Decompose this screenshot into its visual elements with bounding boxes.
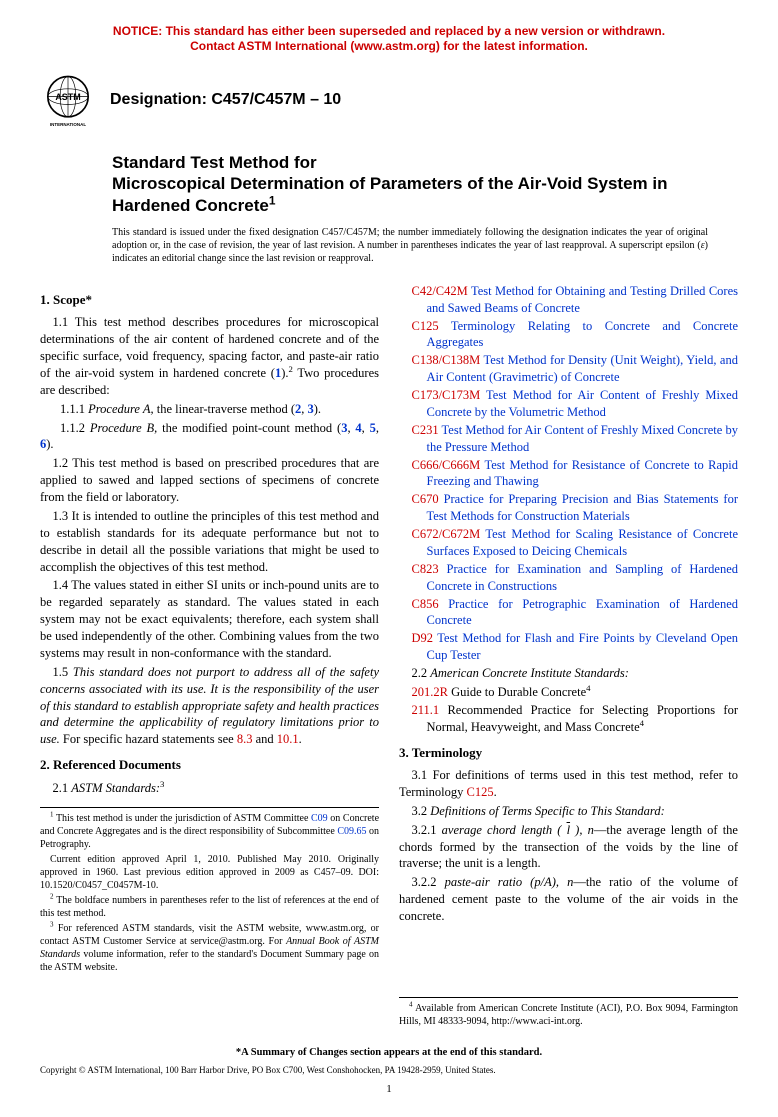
notice-line2: Contact ASTM International (www.astm.org…: [190, 39, 588, 53]
title-pre: Standard Test Method for: [112, 152, 738, 173]
page-number: 1: [40, 1082, 738, 1097]
astm-ref-item: C138/C138M Test Method for Density (Unit…: [399, 352, 738, 386]
para-1-4: 1.4 The values stated in either SI units…: [40, 577, 379, 661]
astm-ref-item: C666/C666M Test Method for Resistance of…: [399, 457, 738, 491]
designation-code: C457/C457M – 10: [211, 91, 341, 108]
notice-banner: NOTICE: This standard has either been su…: [40, 24, 738, 54]
astm-ref-item: C672/C672M Test Method for Scaling Resis…: [399, 526, 738, 560]
issue-note: This standard is issued under the fixed …: [112, 226, 708, 265]
ref-code-link[interactable]: C231: [412, 423, 439, 437]
para-1-1-1: 1.1.1 Procedure A, the linear-traverse m…: [40, 401, 379, 418]
ref-code-link[interactable]: C173/C173M: [412, 388, 481, 402]
ref-code-link[interactable]: C42/C42M: [412, 284, 468, 298]
ref-title: Test Method for Obtaining and Testing Dr…: [427, 284, 739, 315]
section-terminology: 3. Terminology: [399, 744, 738, 762]
astm-ref-item: C823 Practice for Examination and Sampli…: [399, 561, 738, 595]
right-footnotes: 4 Available from American Concrete Insti…: [399, 997, 738, 1028]
link-2111[interactable]: 211.1: [412, 703, 440, 717]
ref-8-3[interactable]: 8.3: [237, 732, 253, 746]
designation-prefix: Designation:: [110, 91, 211, 108]
para-1-5: 1.5 This standard does not purport to ad…: [40, 664, 379, 748]
ref-title: Test Method for Air Content of Freshly M…: [427, 423, 739, 454]
para-2-1: 2.1 ASTM Standards:3: [40, 780, 379, 797]
left-footnotes: 1 This test method is under the jurisdic…: [40, 807, 379, 974]
footnote-4: 4 Available from American Concrete Insti…: [399, 1002, 738, 1028]
astm-ref-item: C42/C42M Test Method for Obtaining and T…: [399, 283, 738, 317]
link-c0965[interactable]: C09.65: [337, 826, 366, 837]
ref-code-link[interactable]: C856: [412, 597, 439, 611]
section-scope: 1. Scope*: [40, 291, 379, 309]
ref-title: Practice for Examination and Sampling of…: [427, 562, 739, 593]
para-2-2: 2.2 American Concrete Institute Standard…: [399, 665, 738, 682]
para-1-3: 1.3 It is intended to outline the princi…: [40, 508, 379, 576]
link-c09[interactable]: C09: [311, 813, 328, 824]
aci-ref-2: 211.1 Recommended Practice for Selecting…: [399, 702, 738, 736]
copyright: Copyright © ASTM International, 100 Barr…: [40, 1064, 738, 1076]
para-3-2-2: 3.2.2 paste-air ratio (p/A), n—the ratio…: [399, 874, 738, 925]
astm-ref-list: C42/C42M Test Method for Obtaining and T…: [399, 283, 738, 664]
ref-title: Terminology Relating to Concrete and Con…: [427, 319, 739, 350]
left-column: 1. Scope* 1.1 This test method describes…: [40, 283, 379, 1030]
link-c125[interactable]: C125: [467, 785, 494, 799]
footer-summary: *A Summary of Changes section appears at…: [40, 1046, 738, 1060]
ref-code-link[interactable]: C670: [412, 492, 439, 506]
ref-code-link[interactable]: C823: [412, 562, 439, 576]
two-column-body: 1. Scope* 1.1 This test method describes…: [40, 283, 738, 1030]
para-3-1: 3.1 For definitions of terms used in thi…: [399, 767, 738, 801]
astm-ref-item: C125 Terminology Relating to Concrete an…: [399, 318, 738, 352]
para-1-1-2: 1.1.2 Procedure B, the modified point-co…: [40, 420, 379, 454]
ref-code-link[interactable]: C666/C666M: [412, 458, 481, 472]
title-block: Standard Test Method for Microscopical D…: [112, 152, 738, 216]
ref-code-link[interactable]: D92: [412, 631, 434, 645]
astm-ref-item: C231 Test Method for Air Content of Fres…: [399, 422, 738, 456]
para-3-2-1: 3.2.1 average chord length ( l ), n—the …: [399, 822, 738, 873]
ref-title: Practice for Petrographic Examination of…: [427, 597, 739, 628]
astm-logo: ASTM INTERNATIONAL: [40, 72, 96, 128]
footnote-3: 3 For referenced ASTM standards, visit t…: [40, 922, 379, 974]
ref-title: Practice for Preparing Precision and Bia…: [427, 492, 739, 523]
para-3-2: 3.2 Definitions of Terms Specific to Thi…: [399, 803, 738, 820]
svg-text:INTERNATIONAL: INTERNATIONAL: [50, 122, 86, 127]
footnote-1b: Current edition approved April 1, 2010. …: [40, 853, 379, 892]
astm-ref-item: C856 Practice for Petrographic Examinati…: [399, 596, 738, 630]
notice-line1: NOTICE: This standard has either been su…: [113, 24, 665, 38]
designation: Designation: C457/C457M – 10: [110, 89, 341, 111]
astm-ref-item: C173/C173M Test Method for Air Content o…: [399, 387, 738, 421]
footnote-1: 1 This test method is under the jurisdic…: [40, 812, 379, 851]
ref-title: Test Method for Flash and Fire Points by…: [427, 631, 739, 662]
ref-10-1[interactable]: 10.1: [277, 732, 299, 746]
ref-code-link[interactable]: C672/C672M: [412, 527, 481, 541]
section-refdocs: 2. Referenced Documents: [40, 756, 379, 774]
header-row: ASTM INTERNATIONAL Designation: C457/C45…: [40, 72, 738, 128]
aci-ref-1: 201.2R Guide to Durable Concrete4: [399, 684, 738, 701]
para-1-2: 1.2 This test method is based on prescri…: [40, 455, 379, 506]
svg-text:ASTM: ASTM: [55, 92, 80, 102]
astm-ref-item: D92 Test Method for Flash and Fire Point…: [399, 630, 738, 664]
astm-ref-item: C670 Practice for Preparing Precision an…: [399, 491, 738, 525]
link-2012r[interactable]: 201.2R: [412, 685, 448, 699]
footnote-2: 2 The boldface numbers in parentheses re…: [40, 894, 379, 920]
title-main: Microscopical Determination of Parameter…: [112, 173, 738, 216]
para-1-1: 1.1 This test method describes procedure…: [40, 314, 379, 398]
ref-code-link[interactable]: C138/C138M: [412, 353, 481, 367]
right-column: C42/C42M Test Method for Obtaining and T…: [399, 283, 738, 1030]
ref-code-link[interactable]: C125: [412, 319, 439, 333]
